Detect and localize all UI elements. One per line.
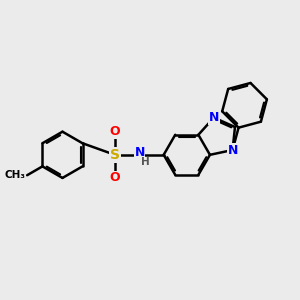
Text: N: N xyxy=(209,111,219,124)
Text: CH₃: CH₃ xyxy=(4,170,26,180)
Text: H: H xyxy=(141,157,150,167)
Text: O: O xyxy=(110,172,120,184)
Text: O: O xyxy=(110,125,120,138)
Text: S: S xyxy=(110,148,120,162)
Text: N: N xyxy=(134,146,145,159)
Text: N: N xyxy=(227,143,238,157)
